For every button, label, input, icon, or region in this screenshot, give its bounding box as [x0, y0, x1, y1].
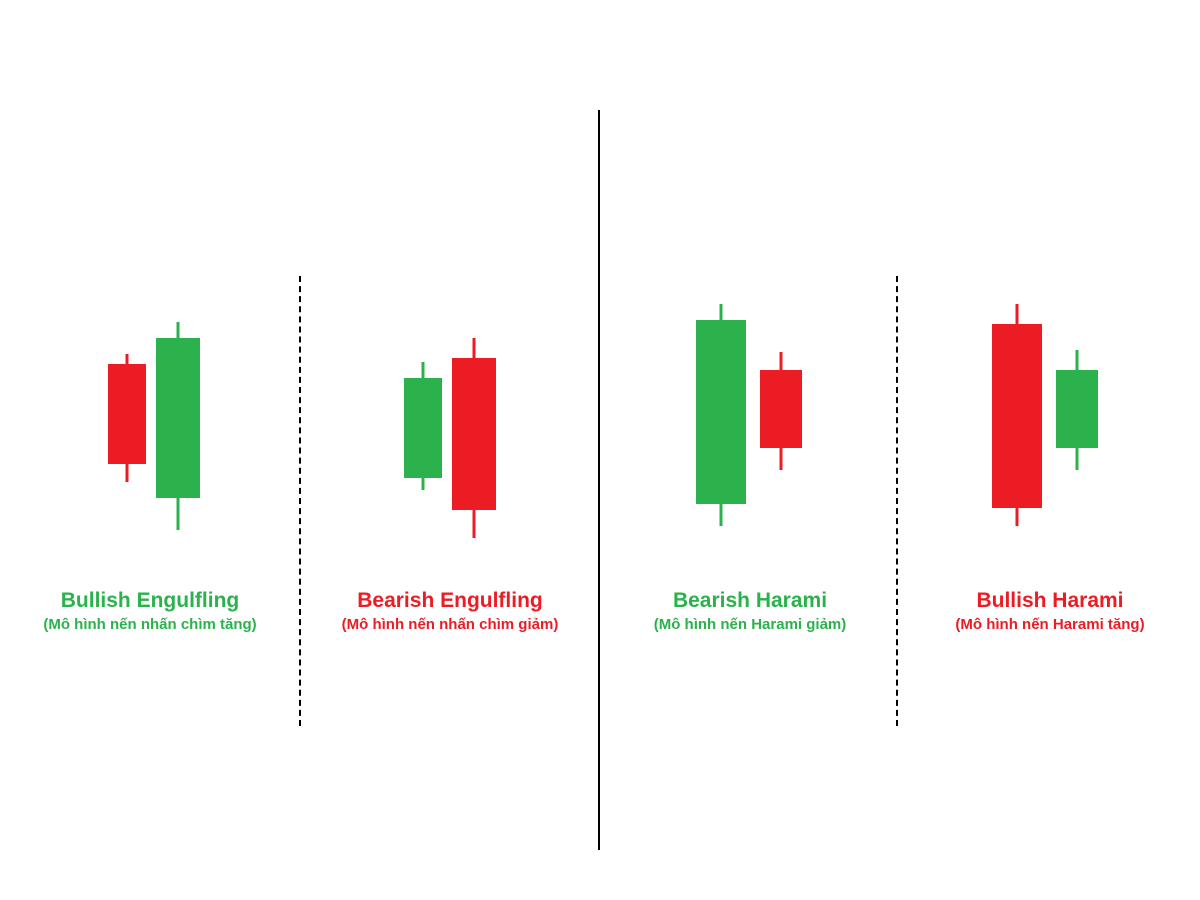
- candle-bearish-harami-2: [760, 280, 802, 580]
- pattern-subtitle: (Mô hình nến Harami tăng): [900, 614, 1200, 635]
- pattern-label-bullish-engulfing: Bullish Engulfling(Mô hình nến nhấn chìm…: [0, 588, 300, 635]
- pattern-bearish-harami: Bearish Harami(Mô hình nến Harami giảm): [600, 280, 900, 635]
- candle-bullish-harami-1: [992, 280, 1042, 580]
- pattern-title: Bullish Engulfling: [0, 588, 300, 614]
- pattern-subtitle: (Mô hình nến Harami giảm): [600, 614, 900, 635]
- candle-body: [992, 324, 1042, 508]
- candle-body: [156, 338, 200, 498]
- pattern-bullish-engulfing: Bullish Engulfling(Mô hình nến nhấn chìm…: [0, 280, 300, 635]
- candle-body: [404, 378, 442, 478]
- candles-bullish-engulfing: [0, 280, 300, 580]
- candle-body: [452, 358, 496, 510]
- candle-bullish-engulfing-1: [108, 280, 146, 580]
- candle-body: [108, 364, 146, 464]
- pattern-bullish-harami: Bullish Harami(Mô hình nến Harami tăng): [900, 280, 1200, 635]
- pattern-title: Bearish Harami: [600, 588, 900, 614]
- pattern-title: Bullish Harami: [900, 588, 1200, 614]
- candle-bearish-engulfing-1: [404, 280, 442, 580]
- candle-bullish-engulfing-2: [156, 280, 200, 580]
- candle-body: [760, 370, 802, 448]
- pattern-label-bearish-harami: Bearish Harami(Mô hình nến Harami giảm): [600, 588, 900, 635]
- pattern-title: Bearish Engulfling: [300, 588, 600, 614]
- candle-body: [696, 320, 746, 504]
- candle-bearish-engulfing-2: [452, 280, 496, 580]
- pattern-subtitle: (Mô hình nến nhấn chìm giảm): [300, 614, 600, 635]
- candles-bearish-harami: [600, 280, 900, 580]
- candle-bullish-harami-2: [1056, 280, 1098, 580]
- pattern-subtitle: (Mô hình nến nhấn chìm tăng): [0, 614, 300, 635]
- pattern-label-bearish-engulfing: Bearish Engulfling(Mô hình nến nhấn chìm…: [300, 588, 600, 635]
- pattern-bearish-engulfing: Bearish Engulfling(Mô hình nến nhấn chìm…: [300, 280, 600, 635]
- pattern-label-bullish-harami: Bullish Harami(Mô hình nến Harami tăng): [900, 588, 1200, 635]
- candles-bullish-harami: [900, 280, 1200, 580]
- candle-body: [1056, 370, 1098, 448]
- candles-bearish-engulfing: [300, 280, 600, 580]
- candle-bearish-harami-1: [696, 280, 746, 580]
